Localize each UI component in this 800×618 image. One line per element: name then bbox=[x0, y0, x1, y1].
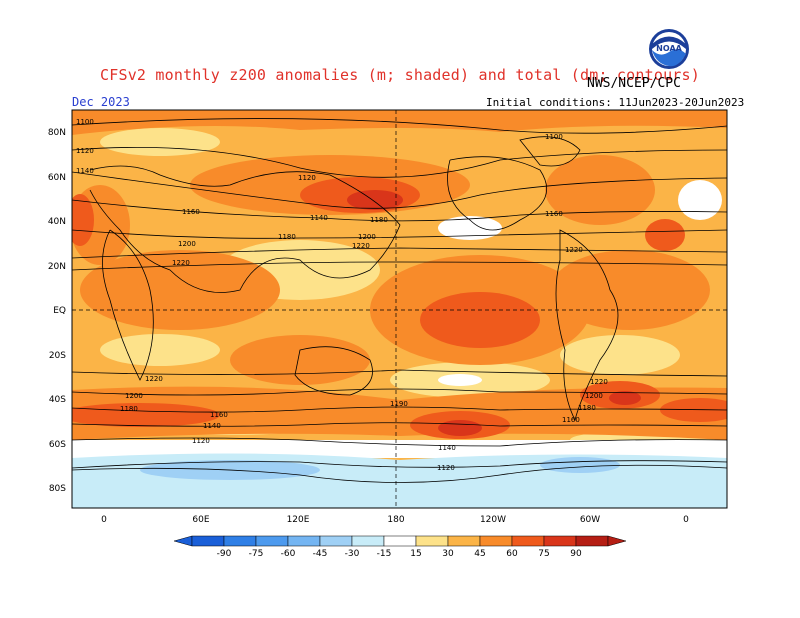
agency-label: NWS/NCEP/CPC bbox=[587, 76, 681, 91]
colorbar-swatch bbox=[447, 535, 481, 547]
lon-label: 180 bbox=[387, 515, 404, 525]
contour-label: 1140 bbox=[310, 214, 328, 222]
colorbar-tick-label: 15 bbox=[410, 549, 421, 559]
colorbar-swatch bbox=[415, 535, 449, 547]
contour-label-group: 1100 1120 1140 1160 1180 1200 1220 1100 … bbox=[76, 118, 608, 472]
lat-label: 20S bbox=[49, 351, 66, 361]
colorbar-tick-label: 90 bbox=[570, 549, 582, 559]
colorbar: -90 -75 -60 -45 -30 -15 15 30 45 60 75 90 bbox=[173, 535, 627, 559]
lat-label: 20N bbox=[48, 262, 66, 272]
noaa-logo-icon: NOAA bbox=[649, 29, 689, 69]
colorbar-swatch bbox=[383, 535, 417, 547]
lat-label: 80S bbox=[49, 484, 66, 494]
colorbar-swatch bbox=[511, 535, 545, 547]
contour-label: 1200 bbox=[125, 392, 143, 400]
contour-label: 1120 bbox=[298, 174, 316, 182]
lon-label: 0 bbox=[683, 515, 689, 525]
lon-label: 60W bbox=[580, 515, 600, 525]
colorbar-tick-label: 30 bbox=[442, 549, 454, 559]
colorbar-tick-label: -90 bbox=[217, 549, 232, 559]
lon-label: 120W bbox=[480, 515, 506, 525]
longitude-axis: 0 60E 120E 180 120W 60W 0 bbox=[101, 515, 689, 525]
chart-title: CFSv2 monthly z200 anomalies (m; shaded)… bbox=[100, 66, 700, 84]
contour-label: 1220 bbox=[172, 259, 190, 267]
contour-label: 1140 bbox=[76, 167, 94, 175]
colorbar-swatch bbox=[319, 535, 353, 547]
contour-label: 1180 bbox=[578, 404, 596, 412]
colorbar-tick-label: 60 bbox=[506, 549, 518, 559]
colorbar-swatch bbox=[543, 535, 577, 547]
lat-label: 60S bbox=[49, 440, 66, 450]
lat-label: EQ bbox=[53, 306, 66, 316]
contour-label: 1100 bbox=[76, 118, 94, 126]
contour-label: 1220 bbox=[565, 246, 583, 254]
anomaly-negative bbox=[72, 453, 727, 508]
contour-label: 1120 bbox=[76, 147, 94, 155]
latitude-axis: 80N 60N 40N 20N EQ 20S 40S 60S 80S bbox=[48, 128, 66, 494]
contour-label: 1180 bbox=[278, 233, 296, 241]
colorbar-arrow-low bbox=[173, 535, 193, 547]
contour-label: 1190 bbox=[390, 400, 408, 408]
contour-label: 1220 bbox=[590, 378, 608, 386]
contour-label: 1220 bbox=[145, 375, 163, 383]
lat-label: 60N bbox=[48, 173, 66, 183]
colorbar-tick-label: -45 bbox=[313, 549, 328, 559]
colorbar-swatch bbox=[255, 535, 289, 547]
contour-label: 1120 bbox=[192, 437, 210, 445]
colorbar-swatch bbox=[287, 535, 321, 547]
contour-label: 1180 bbox=[370, 216, 388, 224]
contour-label: 1200 bbox=[585, 392, 603, 400]
noaa-logo-text: NOAA bbox=[656, 44, 682, 53]
colorbar-tick-label: 75 bbox=[538, 549, 549, 559]
lat-label: 40N bbox=[48, 217, 66, 227]
contour-label: 1180 bbox=[120, 405, 138, 413]
colorbar-arrow-high bbox=[607, 535, 627, 547]
colorbar-swatch bbox=[223, 535, 257, 547]
colorbar-tick-label: -60 bbox=[281, 549, 296, 559]
contour-label: 1200 bbox=[358, 233, 376, 241]
contour-label: 1160 bbox=[545, 210, 563, 218]
map-frame bbox=[71, 109, 728, 509]
initial-conditions: Initial conditions: 11Jun2023-20Jun2023 bbox=[486, 96, 745, 109]
colorbar-tick-label: -75 bbox=[249, 549, 264, 559]
height-contours bbox=[72, 118, 727, 469]
colorbar-swatch bbox=[575, 535, 609, 547]
lat-label: 80N bbox=[48, 128, 66, 138]
contour-label: 1100 bbox=[545, 133, 563, 141]
contour-label: 1160 bbox=[210, 411, 228, 419]
contour-label: 1160 bbox=[562, 416, 580, 424]
lon-label: 0 bbox=[101, 515, 107, 525]
lon-label: 60E bbox=[192, 515, 209, 525]
colorbar-swatch bbox=[191, 535, 225, 547]
lat-label: 40S bbox=[49, 395, 66, 405]
colorbar-swatch bbox=[479, 535, 513, 547]
contour-label: 1160 bbox=[182, 208, 200, 216]
contour-label: 1140 bbox=[203, 422, 221, 430]
colorbar-swatch bbox=[351, 535, 385, 547]
contour-label: 1140 bbox=[438, 444, 456, 452]
colorbar-tick-label: -30 bbox=[345, 549, 360, 559]
colorbar-tick-label: 45 bbox=[474, 549, 485, 559]
contour-label: 1220 bbox=[352, 242, 370, 250]
colorbar-tick-label: -15 bbox=[377, 549, 392, 559]
contour-label: 1200 bbox=[178, 240, 196, 248]
map-plot-area: 1100 1120 1140 1160 1180 1200 1220 1100 … bbox=[72, 110, 727, 508]
contour-label: 1120 bbox=[437, 464, 455, 472]
forecast-month: Dec 2023 bbox=[72, 95, 130, 109]
lon-label: 120E bbox=[287, 515, 310, 525]
anomaly-75-90 bbox=[347, 190, 641, 436]
